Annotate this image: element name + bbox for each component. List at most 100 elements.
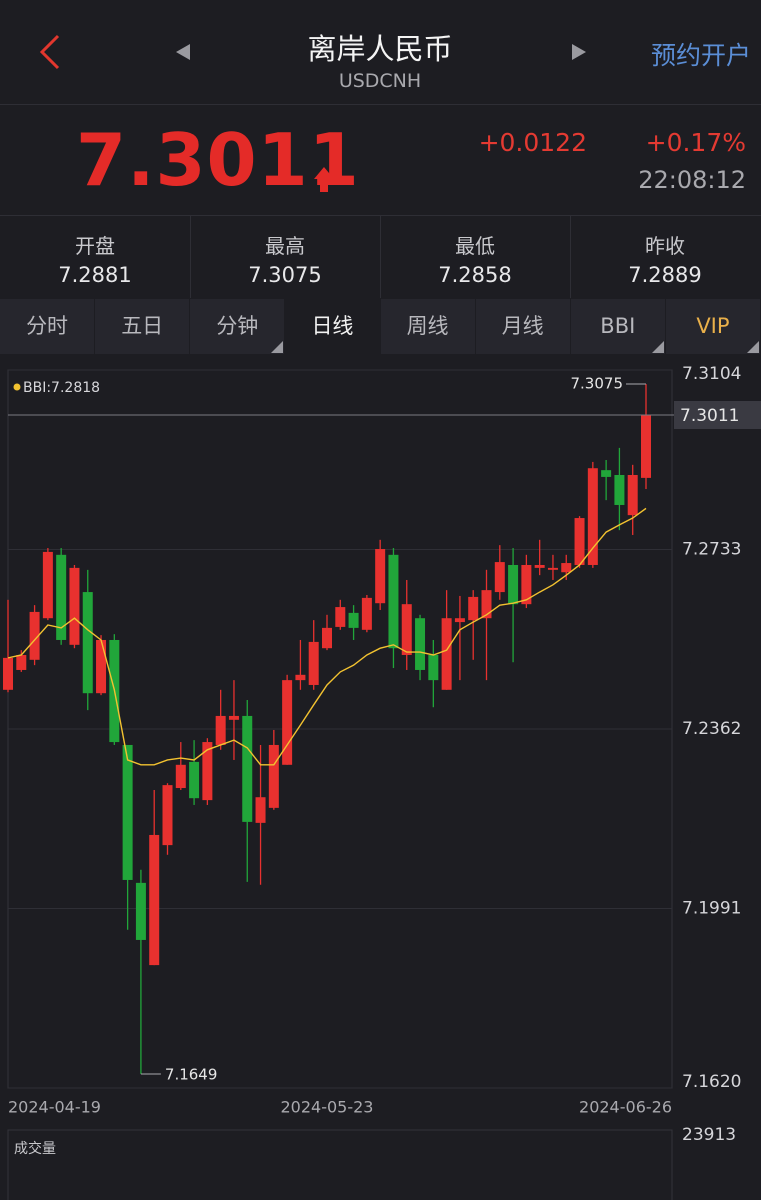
candle-body — [282, 680, 293, 765]
stat-value: 7.2881 — [58, 263, 132, 287]
candle-body — [547, 567, 558, 570]
stat-cell: 最低 7.2858 — [380, 216, 571, 298]
y-tick-label: 7.2733 — [682, 540, 741, 560]
volume-frame — [7, 1129, 673, 1200]
candle-body — [308, 641, 319, 685]
stat-value: 7.2889 — [628, 263, 702, 287]
candle-body — [96, 639, 107, 694]
candle-body — [641, 414, 651, 478]
candle-body — [215, 715, 226, 745]
tab[interactable]: VIP — [665, 299, 760, 354]
candle-body — [441, 618, 452, 690]
x-tick-label: 2024-06-26 — [579, 1098, 672, 1117]
tab[interactable]: 分钟 — [190, 299, 285, 354]
candle-body — [415, 618, 426, 670]
open-account-button[interactable]: 预约开户 — [650, 41, 751, 70]
candle-body — [335, 607, 346, 627]
price-change-pct: +0.17% — [645, 128, 746, 157]
candle-body — [3, 657, 13, 690]
candle-body — [561, 563, 572, 573]
dropdown-indicator — [747, 341, 759, 353]
stat-label: 最高 — [265, 234, 305, 258]
tab[interactable]: 分时 — [0, 299, 95, 354]
tab[interactable]: 月线 — [475, 299, 570, 354]
volume-label: 成交量 — [14, 1140, 56, 1157]
high-annotation: 7.3075 — [571, 375, 624, 393]
candle-body — [322, 627, 332, 649]
candle-body — [494, 562, 505, 593]
candle-body — [587, 468, 598, 565]
stat-cell: 最高 7.3075 — [190, 216, 381, 298]
candle-body — [16, 654, 27, 670]
bbi-legend: BBI:7.2818 — [23, 380, 100, 396]
price-change: +0.0122 — [478, 128, 587, 157]
y-tick-label: 7.2362 — [682, 719, 741, 739]
candle-body — [454, 618, 465, 623]
low-annotation: 7.1649 — [165, 1065, 218, 1083]
candle-body — [175, 764, 186, 789]
candle-body — [627, 474, 638, 516]
divider — [0, 104, 761, 105]
candle-body — [481, 590, 492, 619]
stat-cell: 开盘 7.2881 — [0, 216, 191, 298]
tab[interactable]: BBI — [570, 299, 665, 354]
candle-body — [242, 715, 253, 822]
prev-button[interactable] — [172, 42, 192, 62]
candle-body — [348, 612, 359, 628]
quote-time: 22:08:12 — [638, 166, 746, 194]
candle-body — [255, 797, 266, 823]
candle-body — [601, 470, 612, 477]
y-tick-label: 7.1991 — [682, 899, 741, 919]
up-arrow — [314, 167, 334, 192]
candle-body — [29, 611, 40, 660]
stat-label: 开盘 — [75, 234, 115, 258]
subtitle: USDCNH — [338, 70, 422, 92]
next-button[interactable] — [570, 42, 590, 62]
candle-body — [401, 604, 412, 655]
back-button[interactable] — [30, 30, 70, 74]
x-tick-label: 2024-05-23 — [281, 1098, 374, 1117]
stat-value: 7.3075 — [248, 263, 322, 287]
title: 离岸人民币 — [307, 32, 453, 66]
last-price-label: 7.3011 — [680, 406, 739, 426]
divider — [0, 215, 761, 216]
x-tick-label: 2024-04-19 — [8, 1098, 101, 1117]
last-price-box — [674, 400, 761, 429]
stat-label: 最低 — [455, 234, 495, 258]
candle-body — [295, 674, 306, 681]
candle-body — [268, 744, 279, 808]
stat-value: 7.2858 — [438, 263, 512, 287]
candle-body — [375, 549, 386, 604]
y-tick-label: 7.1620 — [682, 1072, 741, 1092]
candle-body — [202, 742, 213, 801]
candle-body — [42, 551, 53, 619]
tab[interactable]: 五日 — [95, 299, 190, 354]
candle-body — [574, 518, 585, 565]
tab[interactable]: 日线 — [285, 299, 380, 354]
tab[interactable]: 周线 — [380, 299, 475, 354]
candle-body — [69, 567, 80, 645]
y-tick-label: 7.3104 — [682, 364, 741, 384]
candle-body — [135, 882, 146, 940]
candle-body — [388, 554, 399, 649]
candle-body — [122, 744, 133, 880]
candle-body — [468, 596, 479, 621]
candle-body — [428, 654, 439, 681]
candle-body — [82, 592, 93, 694]
candle-body — [56, 554, 67, 640]
candle-body — [189, 761, 200, 799]
dropdown-indicator — [651, 341, 664, 353]
candle-body — [534, 564, 545, 568]
candle-body — [614, 474, 625, 505]
last-price: 7.3011 — [76, 118, 360, 202]
candle-body — [149, 834, 160, 966]
bbi-line — [7, 507, 647, 766]
candle-body — [508, 564, 519, 605]
candle-body — [361, 597, 372, 630]
bbi-legend-dot — [13, 383, 21, 391]
dropdown-indicator — [271, 341, 284, 353]
stat-label: 昨收 — [645, 234, 685, 258]
candle-body — [521, 564, 532, 605]
